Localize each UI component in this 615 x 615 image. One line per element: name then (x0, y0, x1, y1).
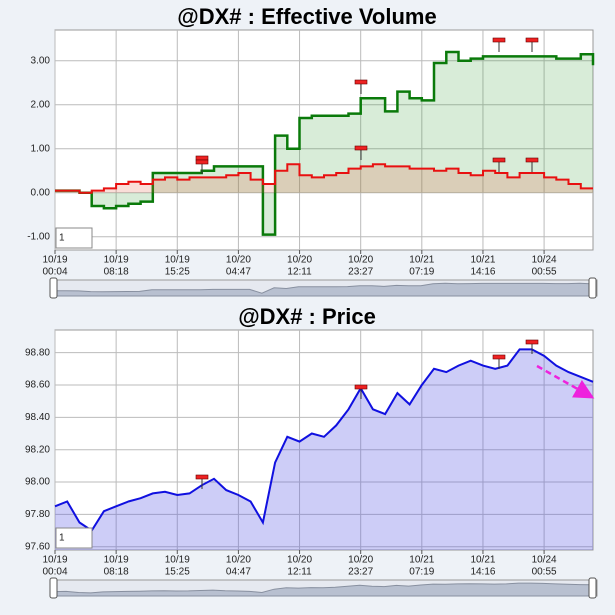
flag (195, 474, 209, 480)
x-tick-label: 10/24 (532, 555, 557, 566)
scroll-handle-left[interactable] (49, 577, 58, 599)
flag (525, 157, 539, 163)
x-tick-label: 08:18 (104, 267, 129, 278)
y-tick-label: 97.80 (25, 509, 50, 520)
x-tick-label: 10/19 (165, 555, 190, 566)
flag (354, 384, 368, 390)
chart-title: @DX# : Effective Volume (177, 4, 436, 29)
zoom-input[interactable] (55, 527, 93, 549)
scroll-handle-right[interactable] (588, 577, 597, 599)
y-tick-label: 1.00 (31, 143, 51, 154)
zoom-input[interactable] (55, 227, 93, 249)
x-tick-label: 10/20 (348, 555, 373, 566)
x-tick-label: 04:47 (226, 567, 251, 578)
x-tick-label: 10/21 (470, 555, 495, 566)
y-tick-label: 98.00 (25, 477, 50, 488)
x-tick-label: 10/20 (287, 255, 312, 266)
y-tick-label: 98.40 (25, 412, 50, 423)
x-tick-label: 00:04 (42, 267, 67, 278)
flag (492, 157, 506, 163)
y-tick-label: 97.60 (25, 541, 50, 552)
flag (354, 79, 368, 85)
y-tick-label: 98.60 (25, 380, 50, 391)
x-tick-label: 10/20 (226, 255, 251, 266)
x-tick-label: 10/24 (532, 255, 557, 266)
x-tick-label: 10/19 (165, 255, 190, 266)
x-tick-label: 14:16 (470, 267, 495, 278)
scrollbar-preview (53, 582, 593, 597)
x-tick-label: 10/20 (287, 555, 312, 566)
x-tick-label: 15:25 (165, 267, 190, 278)
zoom-input-value: 1 (59, 233, 65, 244)
y-tick-label: 3.00 (31, 55, 51, 66)
trend-arrow (536, 364, 595, 399)
chart-title: @DX# : Price (238, 304, 376, 329)
x-tick-label: 10/19 (42, 255, 67, 266)
x-tick-label: 00:55 (532, 567, 557, 578)
y-tick-label: 0.00 (31, 187, 51, 198)
flag (492, 354, 506, 360)
x-tick-label: 07:19 (409, 567, 434, 578)
line (55, 163, 593, 194)
x-tick-label: 12:11 (287, 567, 312, 578)
flag (354, 145, 368, 151)
flag (492, 37, 506, 43)
x-tick-label: 10/19 (104, 255, 129, 266)
x-tick-label: 10/19 (104, 555, 129, 566)
plot-area (54, 29, 594, 251)
x-tick-label: 15:25 (165, 567, 190, 578)
scroll-handle-left[interactable] (49, 277, 58, 299)
y-tick-label: 2.00 (31, 99, 51, 110)
x-tick-label: 07:19 (409, 267, 434, 278)
y-tick-label: 98.20 (25, 444, 50, 455)
x-tick-label: 10/20 (226, 555, 251, 566)
x-tick-label: 00:04 (42, 567, 67, 578)
x-tick-label: 04:47 (226, 267, 251, 278)
x-tick-label: 00:55 (532, 267, 557, 278)
x-tick-label: 23:27 (348, 567, 373, 578)
y-tick-label: -1.00 (27, 231, 50, 242)
flag (525, 37, 539, 43)
y-tick-label: 98.80 (25, 347, 50, 358)
flag (195, 155, 209, 161)
line (55, 50, 595, 236)
flag (525, 339, 539, 345)
x-tick-label: 14:16 (470, 567, 495, 578)
scrollbar-preview (53, 282, 593, 297)
x-tick-label: 08:18 (104, 567, 129, 578)
x-tick-label: 10/21 (470, 255, 495, 266)
x-tick-label: 12:11 (287, 267, 312, 278)
x-tick-label: 10/21 (409, 555, 434, 566)
x-tick-label: 10/19 (42, 555, 67, 566)
area (55, 349, 593, 550)
x-tick-label: 10/21 (409, 255, 434, 266)
scroll-handle-right[interactable] (588, 277, 597, 299)
x-tick-label: 23:27 (348, 267, 373, 278)
x-tick-label: 10/20 (348, 255, 373, 266)
line (54, 348, 594, 533)
flag (195, 159, 209, 165)
zoom-input-value: 1 (59, 533, 65, 544)
area (55, 52, 593, 235)
